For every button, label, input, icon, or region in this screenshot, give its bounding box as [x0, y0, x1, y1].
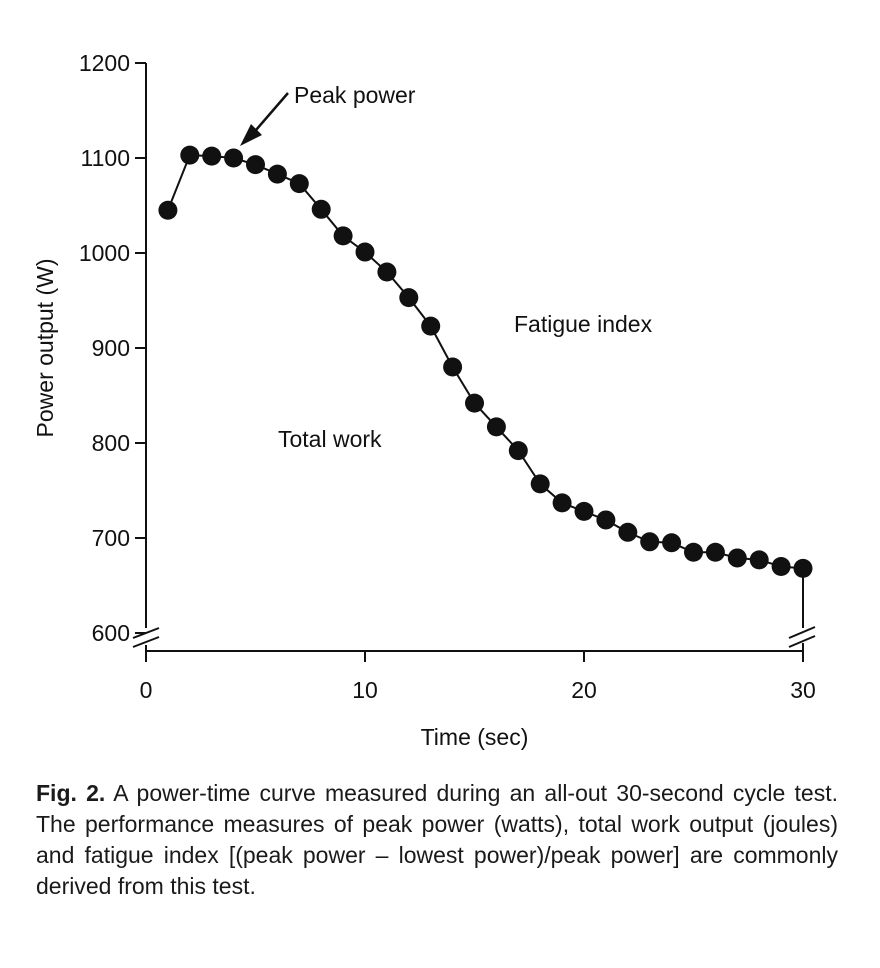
data-point	[552, 493, 572, 513]
data-point	[333, 226, 353, 246]
data-points	[158, 145, 813, 578]
y-tick-label: 900	[92, 335, 130, 361]
arrow-head	[240, 124, 262, 146]
y-tick-label: 700	[92, 525, 130, 551]
peak-arrow-icon	[240, 92, 289, 146]
x-tick-label: 30	[790, 677, 816, 703]
data-point	[749, 550, 769, 570]
arrow-shaft	[255, 92, 289, 131]
data-point	[727, 548, 747, 568]
chart-ticks: 600 700 800 900 1000 1100 1200 0 10 20 30	[79, 50, 816, 703]
y-axis-label: Power output (W)	[32, 259, 58, 438]
data-point	[224, 148, 244, 168]
data-point	[399, 288, 419, 308]
data-point	[793, 558, 813, 578]
y-tick-label: 800	[92, 430, 130, 456]
data-point	[311, 199, 331, 219]
data-point	[508, 441, 528, 461]
x-tick-label: 20	[571, 677, 597, 703]
annotation-total-work: Total work	[278, 426, 382, 452]
data-point	[705, 542, 725, 562]
data-point	[640, 532, 660, 552]
caption-text: A power-time curve measured during an al…	[36, 780, 838, 899]
y-tick-label: 1200	[79, 50, 130, 76]
data-point	[267, 164, 287, 184]
data-point	[202, 146, 222, 166]
data-point	[618, 522, 638, 542]
x-axis-label: Time (sec)	[421, 724, 529, 750]
data-point	[158, 200, 178, 220]
power-time-chart: 600 700 800 900 1000 1100 1200 0 10 20 30 Power ou…	[32, 50, 816, 750]
y-tick-label: 1000	[79, 240, 130, 266]
annotation-peak-power: Peak power	[294, 82, 416, 108]
data-point	[465, 393, 484, 413]
data-point	[771, 557, 791, 576]
data-point	[246, 155, 265, 175]
figure-caption: Fig. 2. A power-time curve measured duri…	[36, 778, 838, 902]
data-point	[662, 533, 682, 553]
y-tick-label: 1100	[81, 145, 130, 171]
x-tick-label: 10	[352, 677, 378, 703]
data-point	[289, 174, 309, 194]
annotation-fatigue-index: Fatigue index	[514, 311, 653, 337]
caption-label: Fig. 2.	[36, 780, 106, 806]
data-point	[596, 510, 616, 530]
data-point	[180, 145, 200, 165]
data-point	[574, 501, 594, 521]
data-point	[355, 242, 375, 262]
data-point	[377, 262, 397, 282]
y-axis-break-lower	[132, 636, 160, 648]
y-tick-label: 600	[92, 620, 130, 646]
data-point	[530, 474, 550, 494]
data-point	[443, 357, 463, 377]
data-point	[421, 316, 441, 336]
right-break-lower	[788, 635, 816, 648]
chart-labels: Power output (W) Time (sec) Peak power F…	[32, 82, 653, 750]
right-break-upper	[788, 626, 816, 639]
data-point	[684, 542, 703, 562]
data-point	[486, 417, 506, 437]
x-tick-label: 0	[140, 677, 153, 703]
